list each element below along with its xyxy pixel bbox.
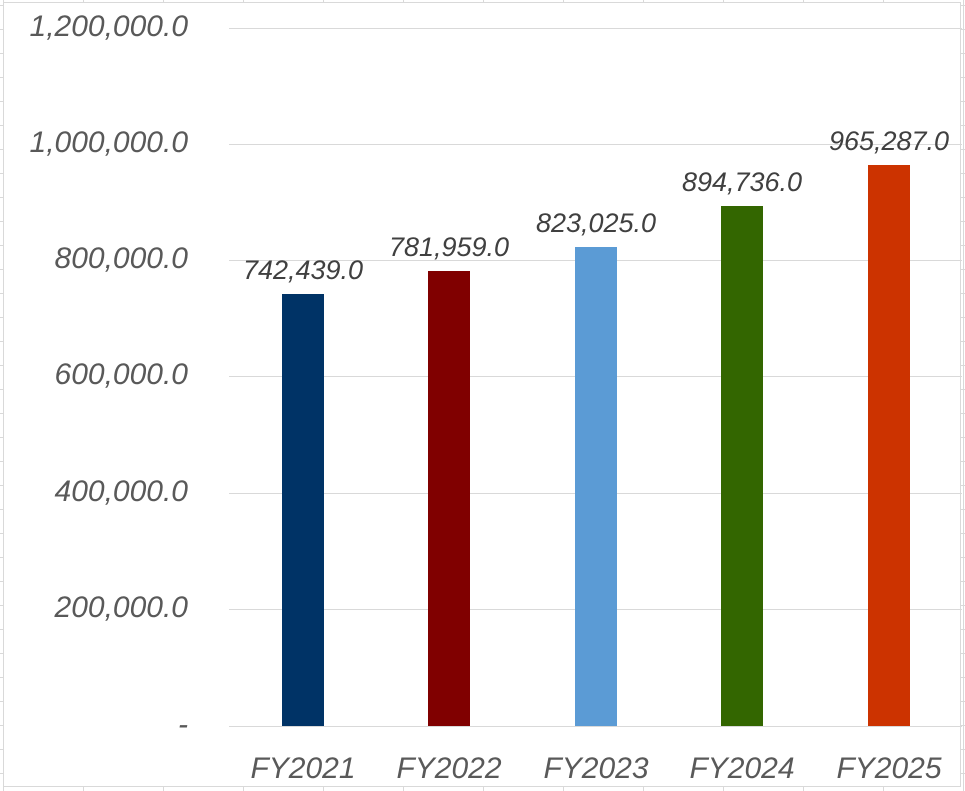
y-tick-label: 200,000.0 — [54, 591, 188, 624]
gridline-1200000 — [229, 28, 962, 29]
y-tick-label: - — [178, 708, 188, 741]
y-tick-label: 1,200,000.0 — [29, 10, 188, 43]
y-tick-label: 600,000.0 — [54, 358, 188, 391]
y-tick-label: 800,000.0 — [54, 242, 188, 275]
x-tick-label: FY2021 — [250, 752, 356, 785]
x-axis-baseline — [229, 726, 962, 727]
chart-area[interactable] — [3, 2, 961, 787]
bar-fy2021[interactable] — [282, 294, 324, 726]
bar-fy2025[interactable] — [868, 165, 910, 726]
x-tick-label: FY2022 — [396, 752, 502, 785]
x-tick-label: FY2025 — [836, 752, 942, 785]
x-tick-label: FY2023 — [543, 752, 649, 785]
bar-fy2023[interactable] — [575, 247, 617, 726]
y-tick-label: 400,000.0 — [54, 475, 188, 508]
data-label-fy2024: 894,736.0 — [681, 167, 803, 197]
gridline-1000000 — [229, 144, 962, 145]
bar-fy2024[interactable] — [721, 206, 763, 726]
data-label-fy2025: 965,287.0 — [828, 126, 950, 156]
bar-fy2022[interactable] — [428, 271, 470, 726]
data-label-fy2023: 823,025.0 — [535, 208, 657, 238]
x-tick-label: FY2024 — [689, 752, 795, 785]
data-label-fy2021: 742,439.0 — [242, 255, 364, 285]
data-label-fy2022: 781,959.0 — [388, 232, 510, 262]
y-tick-label: 1,000,000.0 — [29, 126, 188, 159]
